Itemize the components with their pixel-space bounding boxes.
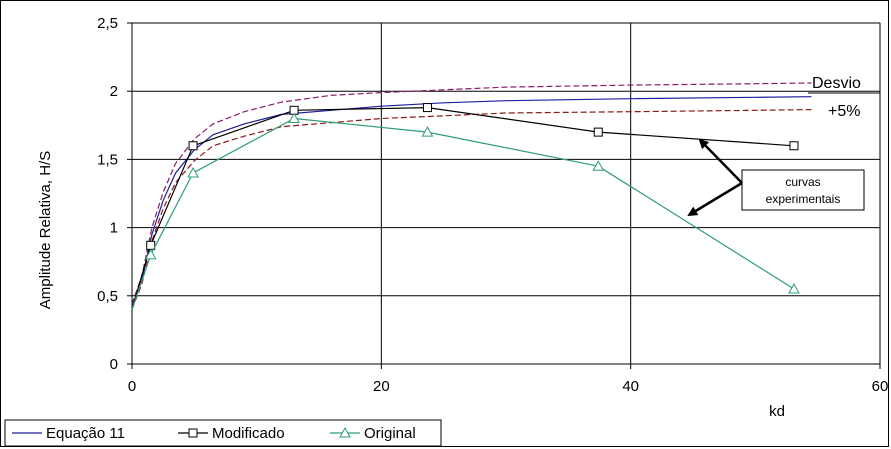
annotation-arrow-lower (687, 181, 743, 217)
data-point-original (187, 167, 199, 178)
y-tick-label: 0 (110, 356, 118, 373)
series-layer (131, 82, 812, 310)
series-line-original (131, 117, 795, 310)
series-line-equa-o-11 (131, 96, 812, 307)
x-tick-label: 40 (622, 378, 639, 395)
x-tick-label: 20 (373, 378, 390, 395)
axis-ticks: 0 0,5 1 1,5 2 2,5 0 20 40 60 (97, 15, 888, 395)
legend-label-equa-o-11: Equação 11 (46, 425, 125, 442)
y-tick-label: 2 (110, 83, 118, 100)
x-tick-label: 60 (872, 378, 889, 395)
y-tick-label: 1 (110, 220, 118, 237)
data-point-modificado (789, 141, 799, 151)
y-tick-label: 0,5 (97, 288, 118, 305)
data-point-modificado (422, 103, 432, 113)
band-lower-line (131, 109, 812, 310)
legend-label-modificado: Modificado (212, 425, 285, 442)
annotation-desvio: Desvio (812, 75, 861, 92)
annotation-box-line1: curvas (785, 175, 820, 189)
legend-marker-modificado (188, 428, 198, 438)
x-axis-label: kd (769, 403, 785, 420)
y-axis-label: Amplitude Relativa, H/S (37, 151, 54, 309)
series-line-modificado (131, 106, 795, 310)
band-upper-line (131, 82, 812, 305)
annotation-plus5: +5% (828, 103, 860, 120)
legend: Equação 11 Modificado Original (4, 419, 442, 447)
legend-box (4, 419, 442, 447)
data-point-modificado (188, 141, 198, 151)
data-point-modificado (593, 127, 603, 137)
gridlines (131, 22, 881, 365)
data-point-original (144, 248, 157, 260)
annotation-box (741, 169, 865, 211)
data-point-original (592, 160, 605, 171)
legend-label-original: Original (364, 425, 416, 442)
data-point-original (288, 112, 300, 123)
data-point-original (421, 126, 434, 137)
annotation-box-line2: experimentais (766, 192, 841, 206)
y-tick-label: 1,5 (97, 151, 118, 168)
legend-marker-original (339, 426, 351, 438)
y-tick-label: 2,5 (97, 15, 118, 32)
x-tick-label: 0 (128, 378, 136, 395)
annotation-arrow-upper (698, 138, 743, 184)
data-point-original (788, 282, 800, 294)
data-point-modificado (146, 240, 156, 250)
